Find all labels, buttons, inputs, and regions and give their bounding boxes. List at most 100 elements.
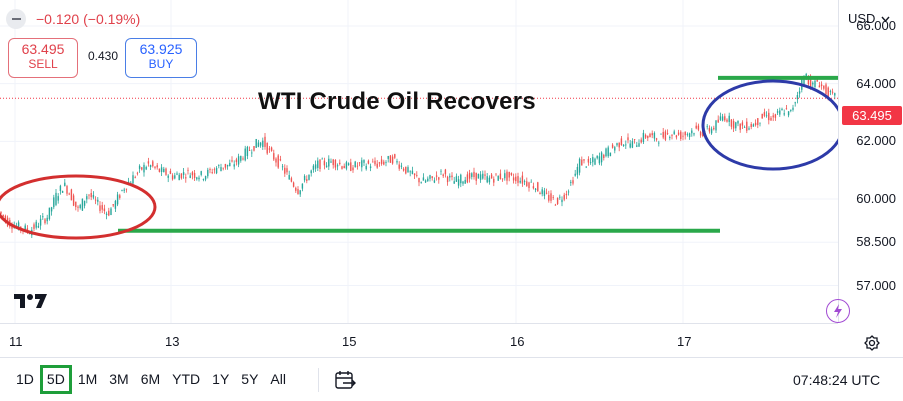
candle-body (662, 131, 664, 138)
candle-body (350, 162, 352, 171)
candle-body (695, 125, 697, 129)
x-tick-label: 13 (165, 334, 180, 349)
candle-body (409, 171, 411, 173)
candle-body (594, 158, 596, 165)
right-highlight-ellipse (701, 79, 845, 171)
price-change: −0.120 (−0.19%) (36, 11, 141, 27)
range-button-3m[interactable]: 3M (109, 371, 129, 387)
candle-body (251, 152, 253, 154)
candle-body (253, 146, 255, 151)
gear-icon[interactable] (862, 333, 882, 353)
candle-body (559, 196, 561, 198)
candle-body (572, 180, 574, 184)
candle-body (479, 174, 482, 180)
candle-body (611, 144, 614, 148)
candle-body (312, 165, 315, 170)
candle-body (607, 147, 609, 157)
candle-body (543, 190, 546, 196)
candle-body (61, 190, 64, 193)
buy-button[interactable]: 63.925 BUY (125, 38, 197, 78)
candle-body (174, 175, 176, 179)
candle-body (746, 121, 748, 131)
candle-body (284, 167, 286, 174)
candle-body (224, 163, 227, 168)
candle-body (761, 113, 763, 119)
candle-body (391, 156, 394, 164)
candle-body (537, 182, 539, 192)
candle-body (378, 162, 381, 164)
candle-body (99, 205, 101, 211)
range-button-5d[interactable]: 5D (39, 365, 72, 394)
currency-label: USD (848, 11, 876, 26)
candle-body (816, 79, 818, 82)
price-axis[interactable] (838, 0, 903, 323)
candle-body (741, 122, 744, 126)
candle-body (614, 147, 616, 151)
candle-body (303, 175, 306, 181)
candle-body (24, 225, 26, 232)
sell-button[interactable]: 63.495 SELL (8, 38, 78, 78)
buy-label: BUY (148, 57, 174, 71)
candle-body (671, 135, 673, 136)
candle-body (411, 170, 414, 174)
candle-body (178, 174, 180, 181)
candle-body (341, 166, 343, 169)
y-tick-label: 60.000 (856, 190, 896, 206)
candle-body (112, 204, 114, 206)
candle-body (396, 161, 398, 163)
candle-body (510, 173, 513, 176)
candle-body (55, 192, 57, 205)
candle-body (264, 136, 266, 147)
candle-body (831, 91, 834, 93)
candle-body (651, 133, 653, 136)
range-button-ytd[interactable]: YTD (172, 371, 201, 387)
buy-price: 63.925 (139, 41, 183, 57)
candle-body (526, 181, 528, 186)
candle-body (552, 197, 554, 198)
candle-body (44, 219, 46, 224)
candle-body (400, 165, 403, 167)
date-range-icon[interactable] (333, 369, 357, 391)
candle-body (17, 222, 20, 230)
candle-body (367, 160, 370, 164)
candle-body (358, 162, 361, 164)
candle-body (413, 173, 416, 176)
candle-body (570, 181, 572, 183)
range-button-1d[interactable]: 1D (16, 371, 34, 387)
sell-label: SELL (28, 57, 58, 71)
candle-body (429, 175, 431, 179)
candle-body (345, 162, 348, 169)
collapse-legend-button[interactable] (6, 9, 26, 29)
candle-body (108, 210, 110, 216)
range-button-1y[interactable]: 1Y (212, 371, 230, 387)
candle-body (442, 174, 444, 177)
candle-body (627, 137, 629, 141)
candle-body (418, 178, 420, 183)
candle-body (180, 173, 183, 179)
candle-body (416, 175, 418, 176)
candle-body (715, 120, 717, 131)
candle-body (710, 128, 713, 134)
y-tick-label: 57.000 (856, 277, 896, 293)
range-button-6m[interactable]: 6M (140, 371, 161, 387)
flash-icon[interactable] (826, 299, 850, 323)
candle-body (684, 131, 686, 136)
range-button-all[interactable]: All (270, 371, 286, 387)
candle-body (231, 160, 233, 162)
candle-body (440, 170, 442, 172)
time-axis[interactable] (0, 323, 838, 357)
range-button-5y[interactable]: 5Y (241, 371, 259, 387)
candle-body (402, 168, 405, 171)
candle-body (691, 130, 693, 134)
range-button-1m[interactable]: 1M (77, 371, 98, 387)
candle-body (321, 158, 323, 160)
utc-clock[interactable]: 07:48:24 UTC (793, 372, 881, 388)
candle-body (387, 156, 389, 159)
candle-body (248, 150, 251, 151)
candle-body (72, 195, 75, 206)
candle-body (407, 167, 409, 173)
candle-body (70, 189, 73, 201)
candle-body (83, 200, 86, 206)
currency-selector[interactable]: USD (848, 11, 890, 26)
